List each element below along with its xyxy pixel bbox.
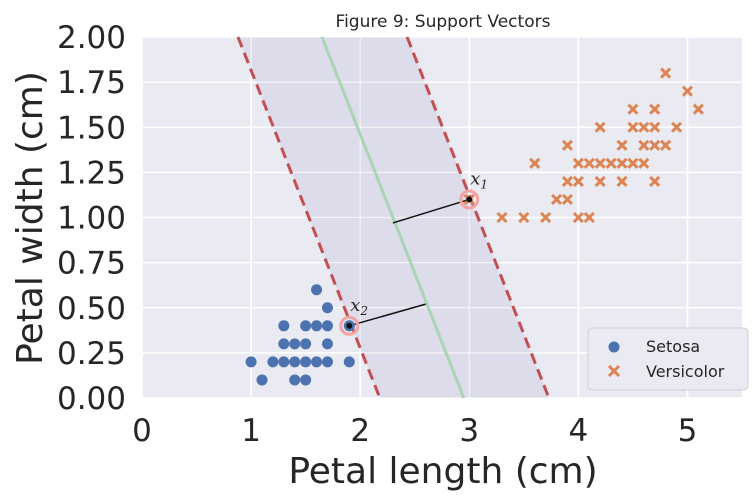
data-point-versicolor [572,211,584,224]
support-vector-ring-2 [339,315,360,336]
data-point-versicolor [681,85,694,97]
data-point-setosa [256,374,268,386]
chart-title: Figure 9: Support Vectors [336,12,551,32]
data-point-versicolor [649,103,661,115]
legend-box [587,327,749,391]
data-point-versicolor [627,121,639,133]
data-point-versicolor [605,157,617,169]
data-point-setosa [278,356,290,368]
data-point-setosa [267,356,279,368]
data-point-versicolor [540,211,552,224]
support-vector-center-1 [466,196,473,203]
x-tick-label: 4 [568,413,588,449]
x-tick-label: 2 [350,413,370,449]
data-point-setosa [321,320,333,332]
margin-line-1 [236,36,382,399]
data-point-setosa [289,338,301,350]
data-point-versicolor [670,121,683,133]
legend-label-versicolor: Versicolor [646,362,725,381]
legend-marker-versicolor [607,364,621,378]
data-point-setosa [300,356,312,368]
data-point-setosa [278,338,290,350]
data-point-versicolor [594,175,606,187]
data-point-versicolor [594,121,606,133]
data-point-setosa [289,374,301,386]
data-point-versicolor [638,139,650,151]
y-tick-label: 0.50 [57,291,126,327]
legend: Setosa Versicolor [587,327,749,391]
support-vector-projections [349,198,470,327]
data-point-setosa [300,374,312,386]
x-tick-label: 5 [678,413,698,449]
x-tick-label: 1 [241,413,261,449]
y-tick-label: 1.00 [57,201,126,237]
data-point-versicolor [496,211,508,224]
data-point-setosa [278,320,290,332]
margin-line-2 [405,36,551,399]
data-point-versicolor [649,139,661,151]
y-axis-title: Petal width (cm) [10,71,51,365]
x-axis-title: Petal length (cm) [288,451,597,492]
data-point-versicolor [550,193,563,206]
decision-boundary-line [320,36,466,399]
data-point-setosa [343,356,355,368]
projection-line-2 [349,303,426,327]
data-point-setosa [300,320,312,332]
data-point-versicolor [561,175,574,187]
data-point-versicolor [583,211,595,224]
tick-labels: 0 1 2 3 4 5 0.00 0.25 0.50 0.75 1.00 1.25 1.50 1.75 2.… [57,20,697,449]
data-point-setosa [311,320,323,332]
data-point-setosa [245,356,257,368]
legend-label-setosa: Setosa [646,337,700,356]
grid-lines-over-margin [141,36,742,399]
y-tick-label: 0.25 [57,336,126,372]
y-tick-label: 0.75 [57,246,126,282]
data-point-setosa [321,356,333,368]
data-points [245,67,704,386]
data-point-versicolor [638,121,650,133]
data-point-setosa [300,338,312,350]
data-point-versicolor [518,211,530,224]
data-point-versicolor [616,175,628,187]
y-tick-label: 1.75 [57,65,126,101]
data-point-versicolor [594,157,606,169]
data-point-versicolor [572,175,584,187]
x-tick-label: 0 [132,413,152,449]
support-vector-ring-1 [459,189,480,210]
data-point-versicolor [561,193,574,206]
data-point-versicolor [660,139,672,151]
x-tick-label: 3 [459,413,479,449]
data-point-setosa [321,302,333,314]
support-vector-center-2 [346,322,353,329]
data-point-versicolor [561,139,574,151]
data-point-versicolor [529,157,541,169]
y-tick-label: 1.50 [57,110,126,146]
data-point-versicolor [616,157,628,169]
margin-lines [236,36,551,399]
data-point-versicolor [692,103,704,115]
data-point-versicolor [627,103,639,115]
legend-marker-setosa [608,341,620,353]
y-tick-label: 1.25 [57,155,126,191]
data-point-setosa [289,356,301,368]
data-point-setosa [321,338,333,350]
data-point-versicolor [616,139,628,151]
data-point-versicolor [627,157,639,169]
data-point-versicolor [649,175,661,187]
data-point-versicolor [583,157,595,169]
data-point-versicolor [649,121,661,133]
y-tick-label: 0.00 [57,381,126,417]
projection-line-1 [392,198,470,224]
data-point-versicolor [572,157,584,169]
data-point-versicolor [660,67,672,79]
data-point-setosa [311,284,323,296]
data-point-versicolor [638,157,650,169]
y-tick-label: 2.00 [57,20,126,56]
data-point-setosa [311,356,323,368]
